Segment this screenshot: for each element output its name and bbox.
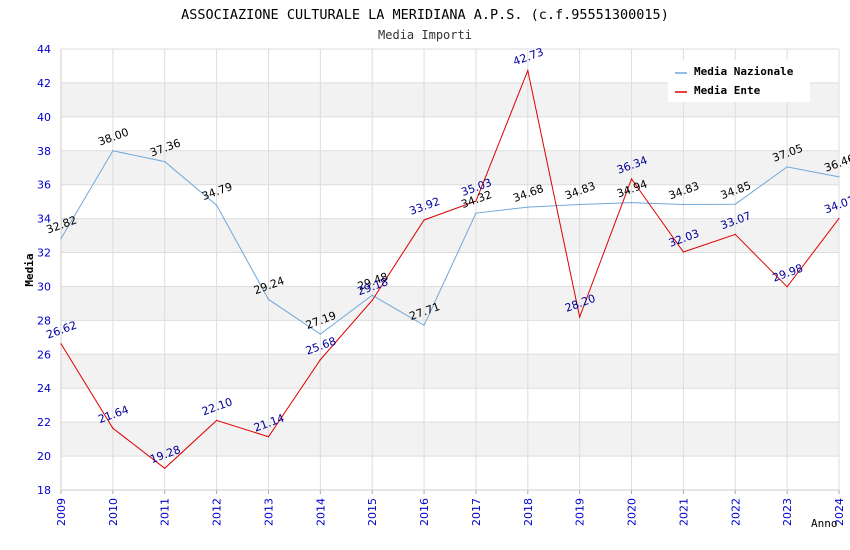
x-tick-label: 2022 bbox=[729, 498, 742, 526]
data-point-nazionale bbox=[112, 150, 114, 152]
x-tick-label: 2017 bbox=[470, 498, 483, 526]
legend: Media Nazionale Media Ente bbox=[668, 60, 810, 102]
data-point-ente bbox=[164, 467, 166, 469]
y-tick-label: 26 bbox=[37, 348, 51, 361]
chart-title: ASSOCIAZIONE CULTURALE LA MERIDIANA A.P.… bbox=[181, 7, 669, 23]
data-point-ente bbox=[682, 251, 685, 253]
y-tick-label: 30 bbox=[37, 280, 51, 293]
data-point-ente bbox=[527, 69, 529, 72]
data-label-ente: 34.01 bbox=[823, 193, 850, 216]
grid-band bbox=[61, 150, 839, 185]
data-point-nazionale bbox=[319, 333, 321, 335]
data-label-ente: 22.10 bbox=[200, 395, 234, 418]
data-point-ente bbox=[112, 427, 114, 429]
data-point-ente bbox=[319, 359, 321, 361]
series-lines bbox=[60, 68, 840, 469]
x-tick-label: 2011 bbox=[159, 498, 172, 526]
y-tick-label: 38 bbox=[37, 145, 51, 158]
data-point-nazionale bbox=[475, 212, 477, 214]
data-point-nazionale bbox=[734, 203, 736, 205]
data-point-nazionale bbox=[579, 203, 581, 206]
x-tick-label: 2020 bbox=[626, 498, 639, 526]
data-point-nazionale bbox=[527, 206, 529, 208]
x-tick-label: 2019 bbox=[574, 498, 587, 526]
chart-subtitle: Media Importi bbox=[378, 28, 472, 42]
x-tick-label: 2023 bbox=[781, 498, 794, 526]
data-point-nazionale bbox=[423, 324, 425, 326]
data-point-ente bbox=[630, 178, 633, 180]
legend-label-ente: Media Ente bbox=[694, 84, 761, 97]
data-point-nazionale bbox=[786, 166, 788, 168]
x-tick-label: 2016 bbox=[418, 498, 431, 526]
x-tick-label: 2014 bbox=[314, 498, 327, 526]
data-point-nazionale bbox=[838, 176, 840, 178]
y-tick-labels: 18 20 22 24 26 28 30 32 34 36 38 40 42 44 bbox=[37, 43, 51, 497]
y-tick-label: 40 bbox=[37, 111, 51, 124]
x-tick-label: 2024 bbox=[833, 498, 846, 526]
y-tick-label: 36 bbox=[37, 179, 51, 192]
data-point-ente bbox=[734, 233, 736, 235]
data-point-nazionale bbox=[630, 202, 633, 204]
x-tick-label: 2010 bbox=[107, 498, 120, 526]
x-axis-label: Anno bbox=[811, 517, 838, 530]
grid-band bbox=[61, 354, 839, 389]
grid-lines bbox=[60, 48, 840, 494]
x-tick-label: 2021 bbox=[677, 498, 690, 526]
data-point-nazionale bbox=[371, 294, 373, 296]
y-tick-label: 20 bbox=[37, 450, 51, 463]
y-tick-label: 44 bbox=[37, 43, 51, 56]
data-point-ente bbox=[579, 316, 581, 318]
data-point-ente bbox=[371, 299, 373, 301]
data-point-nazionale bbox=[60, 238, 62, 240]
y-tick-label: 32 bbox=[37, 247, 51, 260]
data-point-ente bbox=[838, 217, 840, 220]
y-tick-label: 28 bbox=[37, 314, 51, 327]
data-point-nazionale bbox=[216, 204, 218, 206]
grid-band bbox=[61, 422, 839, 457]
y-tick-label: 24 bbox=[37, 382, 51, 395]
series-line-ente bbox=[60, 68, 840, 469]
x-tick-label: 2015 bbox=[366, 498, 379, 526]
y-tick-label: 18 bbox=[37, 484, 51, 497]
x-tick-label: 2018 bbox=[522, 498, 535, 526]
data-label-ente: 33.92 bbox=[408, 195, 442, 218]
legend-box bbox=[668, 60, 810, 102]
legend-label-nazionale: Media Nazionale bbox=[694, 65, 794, 78]
x-tick-labels: 2009 2010 2011 2012 2013 2014 2015 2016 2017 2018… bbox=[55, 498, 846, 526]
data-point-nazionale bbox=[267, 298, 270, 300]
data-label-nazionale: 34.68 bbox=[511, 182, 545, 205]
data-label-nazionale: 38.00 bbox=[96, 126, 130, 149]
y-axis-label: Media bbox=[23, 253, 36, 286]
grid-band bbox=[61, 286, 839, 321]
data-point-ente bbox=[423, 219, 425, 221]
axes bbox=[60, 49, 839, 491]
data-point-nazionale bbox=[164, 161, 166, 163]
grid-band bbox=[61, 218, 839, 253]
x-tick-label: 2012 bbox=[211, 498, 224, 526]
data-point-ente bbox=[786, 286, 788, 288]
x-tick-label: 2013 bbox=[262, 498, 275, 526]
data-point-nazionale bbox=[682, 203, 685, 206]
y-tick-label: 34 bbox=[37, 213, 51, 226]
data-point-ente bbox=[267, 436, 270, 438]
series-line-nazionale bbox=[60, 150, 840, 335]
x-tick-label: 2009 bbox=[55, 498, 68, 526]
data-point-ente bbox=[60, 343, 62, 345]
y-tick-label: 22 bbox=[37, 416, 51, 429]
data-point-ente bbox=[216, 419, 218, 422]
data-point-ente bbox=[475, 200, 477, 202]
y-tick-label: 42 bbox=[37, 77, 51, 90]
data-label-ente: 29.98 bbox=[771, 262, 805, 285]
